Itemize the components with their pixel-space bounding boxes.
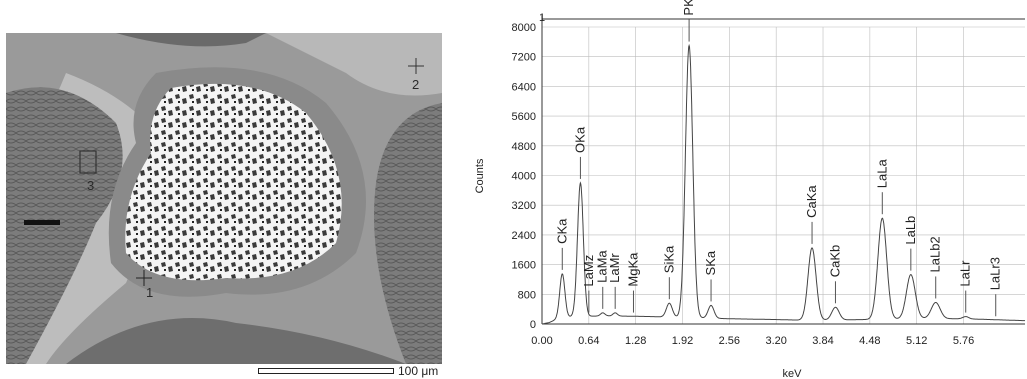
marker-1-crosshair [136,270,152,286]
y-tick-label: 1600 [512,260,536,272]
spectrum-series [541,43,1026,325]
sem-micrograph: 2 3 1 [6,33,442,364]
axes [541,15,1025,325]
scale-bar [258,368,394,374]
eds-spectrum-chart: 0 800 1600 2400 3200 4000 4800 5600 6400 7200 8000… [460,0,1027,379]
x-tick-label: 3.20 [765,335,786,347]
peak-label: LaLr3 [988,257,1003,290]
peak-label: OKa [572,126,587,153]
marker-2-crosshair [408,58,424,74]
marker-1-label: 1 [146,285,154,300]
y-tick-label: 4800 [512,141,536,153]
spectrum-line [541,43,1026,325]
peak-label: LaLa [874,159,889,189]
x-axis-label: keV [783,368,803,379]
y-tick-label: 5600 [512,111,536,123]
peak-label: CKa [554,218,569,244]
peak-label: PKa [681,0,696,16]
x-tick-label: 1.92 [672,335,693,347]
y-tick-label: 4000 [512,171,536,183]
peak-label: CaKb [827,245,842,278]
marker-2-label: 2 [412,77,420,92]
y-tick-label: 2400 [512,230,536,242]
peak-label: LaLb2 [928,236,943,272]
x-tick-label: 1.28 [625,335,646,347]
x-tick-label: 5.76 [953,335,974,347]
peak-label: LaLr [958,260,973,287]
scale-bar-label: 100 μm [398,364,439,378]
marker-3-label: 3 [87,178,95,193]
x-tick-label: 0.64 [578,335,599,347]
peak-label: SiKa [661,245,676,273]
x-tick-label: 3.84 [812,335,833,347]
x-tick-label: 4.48 [859,335,880,347]
peak-label: LaMa [595,250,610,283]
marker-3-box [79,150,97,174]
y-tick-label: 6400 [512,81,536,93]
peak-label: MgKa [625,252,640,287]
spectrum-svg: 0 800 1600 2400 3200 4000 4800 5600 6400 7200 8000… [474,0,1026,379]
peak-label: CaKa [804,185,819,218]
peak-label: LaMr [607,253,622,283]
y-tick-label: 3200 [512,200,536,212]
peak-label: LaLb [903,216,918,245]
y-tick-label: 7200 [512,52,536,64]
x-tick-label: 5.12 [906,335,927,347]
y-tick-label: 8000 [512,22,536,34]
tick-labels: 0 800 1600 2400 3200 4000 4800 5600 6400 7200 8000… [512,22,975,347]
x-tick-label: 0.00 [531,335,552,347]
y-axis-label: Counts [474,158,486,193]
inner-scale-bar [24,220,60,225]
peak-label: SKa [703,250,718,275]
y-tick-label: 800 [518,289,536,301]
y-tick-label: 0 [530,319,536,331]
peak-label: LaMz [581,255,596,287]
micrograph-image [6,33,442,364]
x-tick-label: 2.56 [719,335,740,347]
grid [541,26,1025,325]
chart-title: 1 [539,12,545,24]
